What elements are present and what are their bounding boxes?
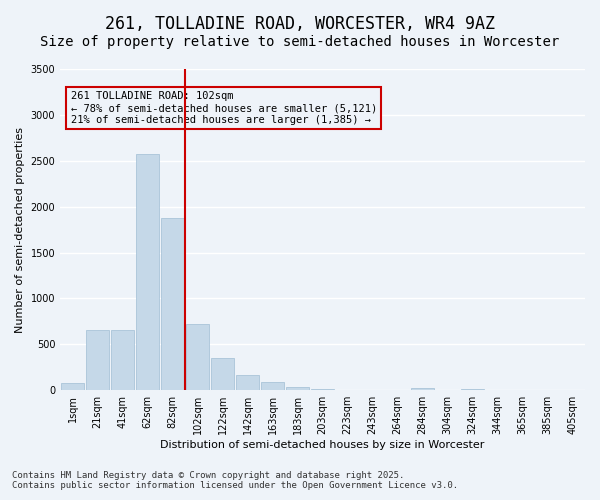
Bar <box>236 374 259 390</box>
Y-axis label: Number of semi-detached properties: Number of semi-detached properties <box>15 126 25 332</box>
Bar <box>112 330 134 390</box>
Bar <box>187 324 209 390</box>
Bar <box>86 330 109 390</box>
X-axis label: Distribution of semi-detached houses by size in Worcester: Distribution of semi-detached houses by … <box>160 440 485 450</box>
Bar <box>412 388 434 390</box>
Text: Size of property relative to semi-detached houses in Worcester: Size of property relative to semi-detach… <box>40 35 560 49</box>
Text: 261 TOLLADINE ROAD: 102sqm
← 78% of semi-detached houses are smaller (5,121)
21%: 261 TOLLADINE ROAD: 102sqm ← 78% of semi… <box>71 92 377 124</box>
Text: 261, TOLLADINE ROAD, WORCESTER, WR4 9AZ: 261, TOLLADINE ROAD, WORCESTER, WR4 9AZ <box>105 15 495 33</box>
Bar <box>262 382 284 390</box>
Bar <box>161 218 184 390</box>
Bar <box>211 358 234 390</box>
Bar <box>286 386 309 390</box>
Bar <box>311 389 334 390</box>
Bar <box>136 154 159 390</box>
Bar <box>61 383 84 390</box>
Bar <box>461 389 484 390</box>
Text: Contains HM Land Registry data © Crown copyright and database right 2025.
Contai: Contains HM Land Registry data © Crown c… <box>12 470 458 490</box>
